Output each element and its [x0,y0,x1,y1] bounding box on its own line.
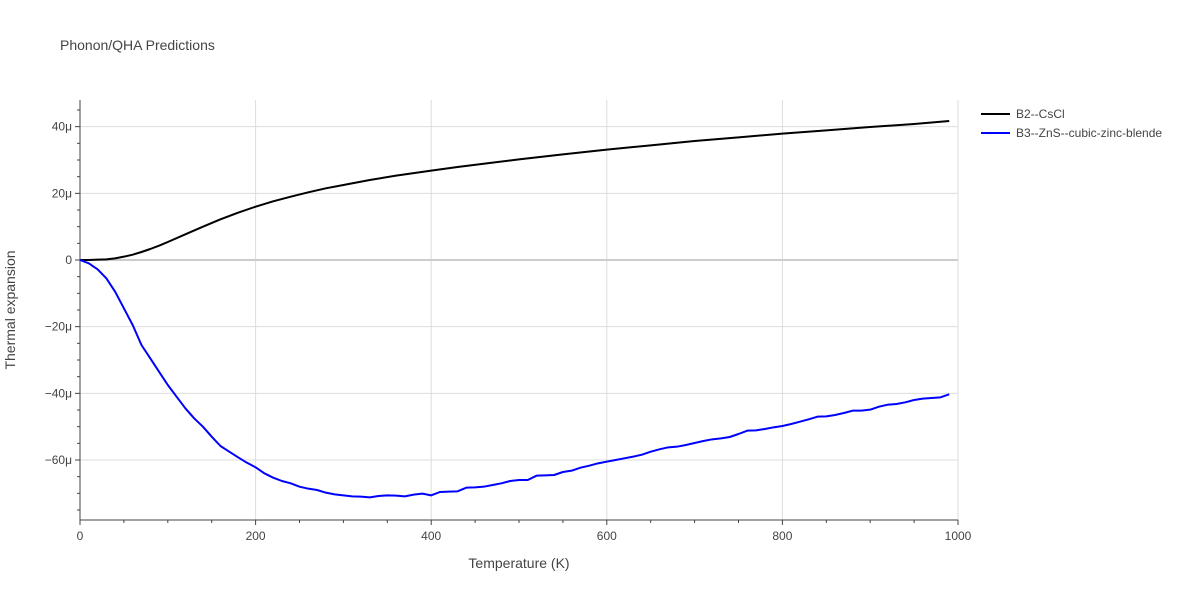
chart-title: Phonon/QHA Predictions [60,37,215,53]
axes [75,100,959,525]
y-tick-label: 20μ [52,186,72,200]
legend-label[interactable]: B3--ZnS--cubic-zinc-blende [1016,126,1162,140]
x-tick-label: 600 [597,529,617,543]
y-tick-label: 40μ [52,120,72,134]
y-tick-label: −40μ [45,386,72,400]
series-line-2 [79,259,950,499]
series-line-1 [80,120,950,261]
legend-label[interactable]: B2--CsCl [1016,107,1065,121]
x-tick-label: 800 [772,529,792,543]
y-axis-title: Thermal expansion [2,250,18,369]
x-axis-title: Temperature (K) [468,555,569,571]
legend: B2--CsCl B3--ZnS--cubic-zinc-blende [981,107,1162,140]
y-tick-label: −20μ [45,320,72,334]
grid [80,100,959,520]
series-group [79,120,950,499]
y-tick-label: 0 [65,253,72,267]
y-tick-label: −60μ [45,453,72,467]
x-tick-label: 1000 [945,529,972,543]
x-tick-label: 200 [246,529,266,543]
tick-labels: 0 200 400 600 800 1000 −60μ −40μ −20μ 0 20μ 40μ [45,120,972,543]
x-tick-label: 400 [421,529,441,543]
x-tick-label: 0 [77,529,84,543]
